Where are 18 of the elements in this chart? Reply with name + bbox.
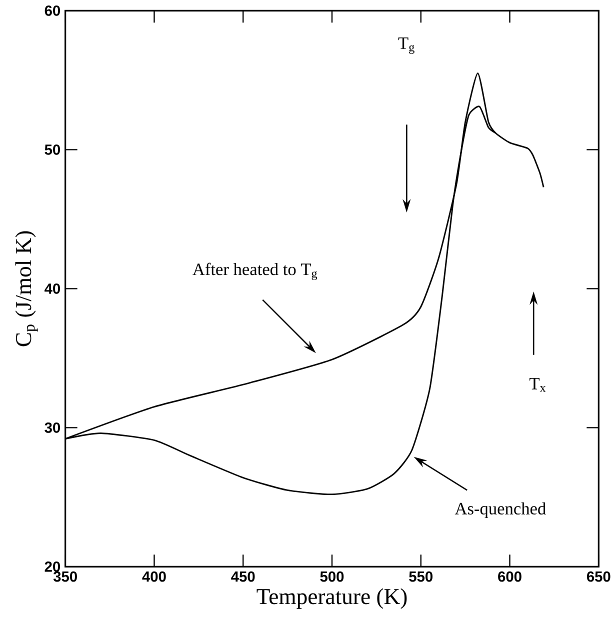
y-tick-label: 50 bbox=[44, 144, 60, 155]
x-tick-label: 400 bbox=[142, 571, 166, 582]
annotation: T$_{g}$ bbox=[398, 38, 414, 54]
x-tick-label: 600 bbox=[498, 571, 522, 582]
x-tick-label: 550 bbox=[408, 571, 432, 582]
x-tick-label: 350 bbox=[53, 571, 77, 582]
annotation: T$_{x}$ bbox=[529, 378, 546, 392]
y-tick-label: 20 bbox=[44, 561, 60, 572]
x-tick-label: 500 bbox=[320, 571, 344, 582]
y-tick-label: 40 bbox=[44, 283, 60, 294]
annotation: As-quenched bbox=[454, 502, 546, 518]
y-tick-label: 60 bbox=[44, 5, 60, 16]
y-axis-title: C$_{p}$ (J/mol K) bbox=[15, 231, 38, 346]
x-axis-title: Temperature (K) bbox=[256, 588, 407, 609]
x-tick-label: 650 bbox=[586, 571, 610, 582]
x-tick-label: 450 bbox=[230, 571, 255, 582]
y-tick-label: 30 bbox=[44, 422, 60, 433]
annotation: After heated to T$_{g}$ bbox=[192, 262, 317, 280]
